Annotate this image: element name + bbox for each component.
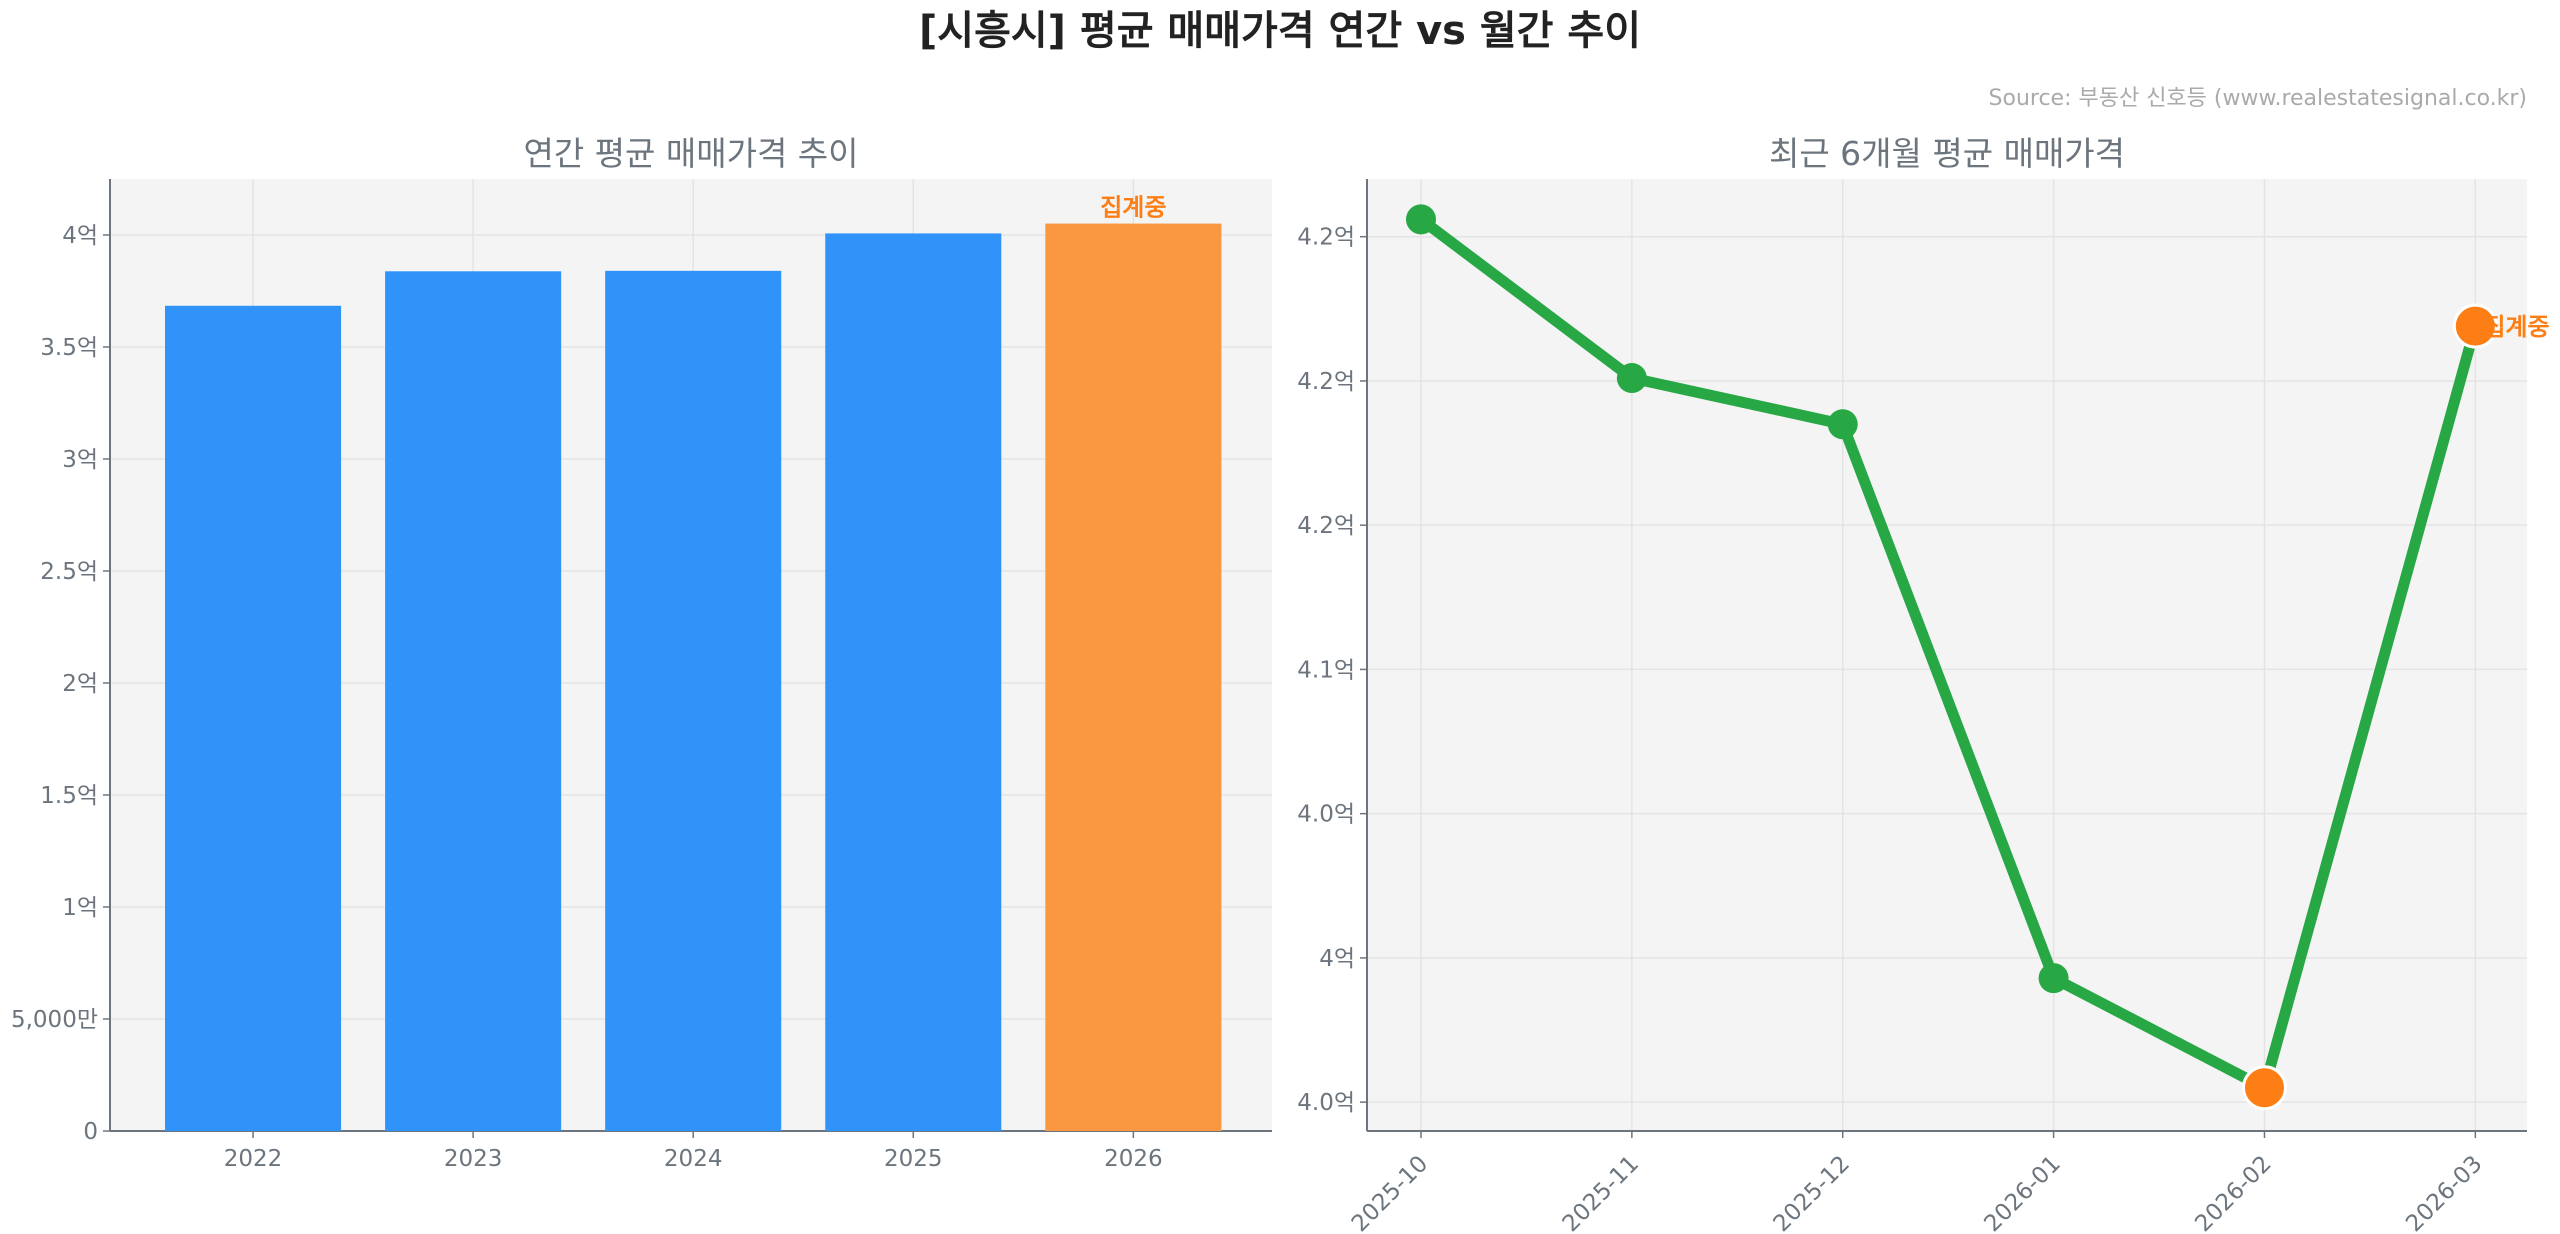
y-tick-label: 1억 [62,895,98,921]
in-progress-label: 집계중 [1100,194,1166,222]
x-tick-label: 2026-03 [2401,1151,2487,1234]
y-tick-label: 4억 [1319,946,1355,972]
y-tick-label: 4.0억 [1297,1090,1355,1116]
y-tick-label: 4.2억 [1297,513,1355,539]
figure-title: [시흥시] 평균 매매가격 연간 vs 월간 추이 [919,8,1641,54]
x-tick-label: 2026-02 [2190,1151,2276,1234]
y-tick-label: 4.2억 [1297,369,1355,395]
x-tick-label: 2022 [224,1146,283,1172]
x-tick-label: 2026-01 [1979,1151,2065,1234]
bar-2025 [825,233,1002,1131]
y-tick-label: 0 [83,1119,98,1145]
x-tick-label: 2025 [884,1146,943,1172]
price-line [1417,214,2481,1094]
y-tick-label: 2.5억 [40,559,98,585]
bar-2024 [605,270,782,1132]
point-2025-10 [1405,204,1436,235]
point-2025-11 [1616,363,1647,394]
in-progress-label: 집계중 [2483,313,2549,341]
y-tick-label: 1.5억 [40,783,98,809]
bar-2026 [1045,223,1222,1132]
point-2026-02 [2241,1065,2287,1111]
source-text: Source: 부동산 신호등 (www.realestatesignal.co… [1989,86,2527,111]
y-tick-label: 2억 [62,671,98,697]
y-tick-label: 4.1억 [1297,657,1355,683]
point-2026-03 [2452,303,2498,349]
point-2026-01 [2038,963,2069,994]
x-tick-label: 2025-10 [1347,1151,1433,1234]
point-2025-12 [1827,409,1858,440]
bar-2023 [385,271,562,1132]
chart-title: 연간 평균 매매가격 추이 [523,134,858,173]
chart-title: 최근 6개월 평균 매매가격 [1769,134,2125,173]
x-tick-label: 2024 [664,1146,723,1172]
plot-background [1367,179,2527,1131]
monthly-line-chart: 4.0억 4억 4.0억 4.1억 4.2억 4.2억 4.2억 최근 6개월 평균 매매가격… [1297,134,2549,1234]
y-tick-label: 4.0억 [1297,802,1355,828]
bar-2022 [165,305,342,1131]
y-tick-label: 5,000만 [11,1007,98,1033]
y-tick-label: 4억 [62,223,98,249]
y-tick-label: 3억 [62,447,98,473]
x-tick-label: 2025-12 [1769,1151,1855,1234]
x-tick-label: 2025-11 [1558,1151,1644,1234]
y-tick-label: 3.5억 [40,335,98,361]
annual-bar-chart: 0 5,000만 1억 1.5억 2억 2.5억 3억 3.5억 4억 연간 평균 매매가격 추이… [11,134,1272,1172]
x-tick-label: 2026 [1104,1146,1163,1172]
y-tick-label: 4.2억 [1297,225,1355,251]
x-tick-label: 2023 [444,1146,503,1172]
